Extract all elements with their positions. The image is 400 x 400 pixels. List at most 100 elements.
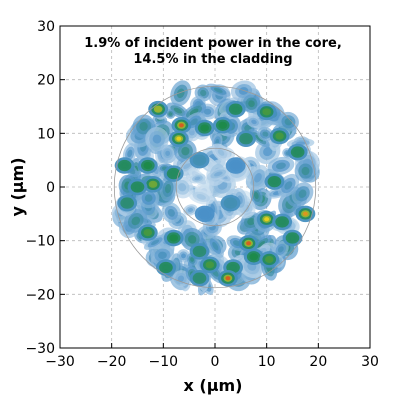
intensity-hotspot (271, 179, 277, 184)
intensity-speckle (254, 173, 262, 183)
intensity-speckle (247, 218, 256, 226)
y-tick-label: −30 (25, 341, 55, 357)
intensity-speckle (139, 122, 148, 131)
intensity-hotspot (197, 158, 202, 163)
intensity-speckle (181, 253, 186, 259)
x-tick-label: 10 (258, 354, 276, 370)
intensity-speckle (190, 118, 198, 126)
intensity-hotspot (163, 265, 169, 270)
y-tick-label: 0 (46, 180, 55, 196)
y-tick-label: 20 (37, 73, 55, 89)
intensity-hotspot (302, 211, 308, 216)
intensity-hotspot (135, 184, 140, 190)
intensity-speckle (165, 150, 171, 156)
intensity-speckle (253, 191, 259, 200)
cladding-boundary (113, 85, 317, 289)
intensity-hotspot (290, 235, 295, 241)
intensity-speckle (194, 176, 201, 181)
intensity-speckle (298, 189, 307, 198)
intensity-speckle (232, 240, 241, 246)
intensity-map (111, 80, 320, 296)
y-tick-label: −10 (25, 234, 55, 250)
x-axis-label: x (µm) (184, 376, 243, 395)
intensity-speckle (196, 194, 206, 200)
intensity-hotspot (228, 201, 233, 206)
y-tick-label: −20 (25, 287, 55, 303)
intensity-hotspot (279, 219, 285, 224)
intensity-hotspot (122, 163, 128, 168)
x-tick-label: −30 (45, 354, 75, 370)
intensity-speckle (165, 183, 172, 194)
intensity-speckle (238, 87, 249, 95)
intensity-hotspot (150, 182, 156, 187)
intensity-speckle (151, 239, 160, 246)
intensity-speckle (277, 246, 284, 253)
intensity-speckle (301, 166, 310, 176)
intensity-speckle (203, 108, 212, 115)
intensity-speckle (178, 183, 187, 192)
intensity-speckle (181, 146, 190, 156)
intensity-speckle (263, 146, 273, 157)
intensity-speckle (214, 171, 223, 177)
intensity-hotspot (178, 123, 184, 128)
intensity-hotspot (264, 109, 270, 114)
intensity-speckle (257, 241, 265, 249)
intensity-hotspot (246, 241, 252, 246)
intensity-speckle (176, 88, 185, 99)
x-tick-label: 0 (211, 354, 220, 370)
intensity-speckle (262, 131, 269, 137)
intensity-speckle (188, 235, 197, 244)
intensity-speckle (200, 89, 207, 97)
intensity-speckle (167, 208, 175, 217)
intensity-hotspot (251, 254, 257, 259)
x-tick-label: 30 (361, 354, 379, 370)
y-tick-label: 30 (37, 19, 55, 35)
intensity-speckle (248, 100, 255, 108)
intensity-hotspot (197, 276, 202, 281)
intensity-hotspot (207, 262, 213, 267)
intensity-hotspot (220, 123, 226, 128)
intensity-hotspot (295, 150, 301, 155)
intensity-speckle (177, 275, 185, 282)
x-tick-label: −20 (97, 354, 127, 370)
intensity-speckle (190, 257, 195, 262)
intensity-speckle (144, 194, 153, 202)
intensity-hotspot (202, 125, 208, 131)
intensity-hotspot (264, 217, 270, 222)
intensity-hotspot (233, 107, 239, 112)
core-boundary (175, 147, 255, 227)
intensity-speckle (212, 241, 219, 251)
intensity-hotspot (266, 257, 272, 262)
intensity-hotspot (230, 265, 236, 270)
grid (60, 26, 370, 348)
annotation-line-2: 14.5% in the cladding (133, 52, 292, 67)
intensity-hotspot (124, 201, 130, 206)
intensity-hotspot (155, 107, 161, 112)
intensity-speckle (127, 149, 133, 158)
intensity-speckle (255, 134, 264, 142)
x-tick-label: −10 (149, 354, 179, 370)
intensity-hotspot (176, 136, 182, 141)
annotation-line-1: 1.9% of incident power in the core, (84, 36, 342, 51)
intensity-speckle (213, 87, 223, 93)
intensity-hotspot (243, 136, 249, 141)
intensity-speckle (158, 251, 167, 259)
intensity-speckle (173, 107, 183, 114)
intensity-hotspot (277, 133, 283, 139)
ticks: −30 −20 −10 0 10 20 30 −30 −20 −10 0 10 20 30 (25, 19, 378, 370)
intensity-hotspot (171, 171, 177, 176)
intensity-hotspot (202, 211, 208, 216)
intensity-speckle (187, 207, 194, 213)
intensity-speckle (284, 181, 293, 190)
intensity-speckle (215, 138, 220, 146)
intensity-speckle (183, 163, 191, 169)
intensity-hotspot (225, 276, 231, 281)
y-tick-label: 10 (37, 126, 55, 142)
intensity-hotspot (171, 235, 177, 241)
x-tick-label: 20 (309, 354, 327, 370)
intensity-speckle (189, 108, 199, 116)
intensity-speckle (217, 149, 225, 156)
intensity-hotspot (145, 163, 151, 168)
intensity-hotspot (145, 230, 151, 235)
intensity-speckle (275, 162, 286, 170)
